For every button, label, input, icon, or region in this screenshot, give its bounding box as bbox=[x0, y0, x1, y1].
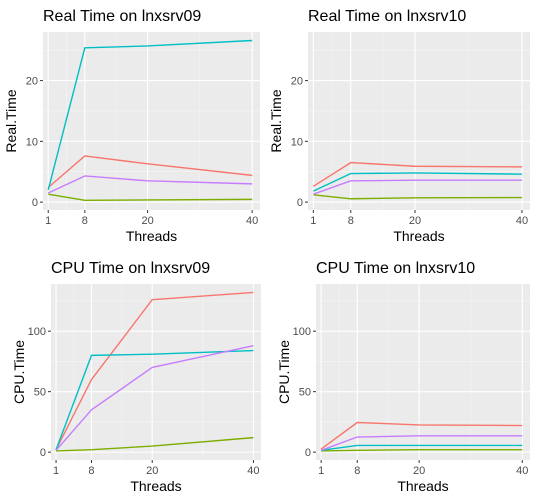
y-tick-label: 0 bbox=[297, 197, 303, 209]
series-line-4 bbox=[320, 435, 523, 451]
y-tick-label: 0 bbox=[305, 447, 311, 459]
series-line-4 bbox=[47, 175, 253, 194]
series-line-2 bbox=[313, 194, 522, 200]
x-tick-label: 20 bbox=[409, 215, 421, 227]
x-tick-label: 40 bbox=[516, 215, 528, 227]
y-axis-label: Real.Time bbox=[268, 89, 284, 152]
y-tick-label: 50 bbox=[299, 387, 311, 399]
x-tick-label: 8 bbox=[82, 215, 88, 227]
y-tick-label: 0 bbox=[40, 447, 46, 459]
panel-background bbox=[51, 284, 261, 460]
series-line-4 bbox=[55, 345, 254, 451]
x-axis-label: Threads bbox=[130, 478, 181, 494]
series-line-2 bbox=[48, 193, 253, 201]
y-tick-label: 0 bbox=[32, 197, 38, 209]
series-line-3 bbox=[313, 172, 522, 192]
x-tick-label: 40 bbox=[516, 465, 528, 477]
chart-title: CPU Time on lnxsrv10 bbox=[316, 260, 475, 277]
series-line-1 bbox=[55, 291, 254, 451]
y-axis-label: Real.Time bbox=[3, 89, 19, 152]
x-tick-label: 40 bbox=[247, 465, 259, 477]
chart-title: CPU Time on lnxsrv09 bbox=[51, 260, 210, 277]
chart-title: Real Time on lnxsrv09 bbox=[43, 8, 201, 25]
y-axis-label: CPU.Time bbox=[11, 340, 27, 404]
x-tick-label: 1 bbox=[310, 215, 316, 227]
x-tick-label: 1 bbox=[53, 465, 59, 477]
x-tick-label: 1 bbox=[318, 465, 324, 477]
series-line-3 bbox=[55, 349, 254, 450]
y-tick-label: 20 bbox=[26, 76, 38, 88]
y-axis-label: CPU.Time bbox=[276, 340, 292, 404]
y-tick-label: 10 bbox=[26, 136, 38, 148]
series-line-2 bbox=[56, 436, 254, 452]
y-tick-label: 50 bbox=[34, 387, 46, 399]
series-line-1 bbox=[312, 161, 522, 187]
x-tick-label: 20 bbox=[141, 215, 153, 227]
y-tick-label: 100 bbox=[293, 326, 311, 338]
chart-panel-4: 0 50 100 1 8 20 40 CPU Time on lnxsrv10 Threads C… bbox=[276, 260, 530, 494]
chart-title: Real Time on lnxsrv10 bbox=[308, 8, 466, 25]
chart-panel-3: 0 50 100 1 8 20 40 CPU Time on lnxsrv09 Threads C… bbox=[11, 260, 261, 494]
x-tick-label: 40 bbox=[246, 215, 258, 227]
x-tick-label: 8 bbox=[348, 215, 354, 227]
series-line-1 bbox=[47, 155, 253, 189]
series-line-3 bbox=[321, 444, 523, 452]
series-line-2 bbox=[321, 449, 523, 452]
panel-background bbox=[316, 284, 530, 460]
y-tick-label: 20 bbox=[291, 76, 303, 88]
y-tick-label: 10 bbox=[291, 136, 303, 148]
x-tick-label: 20 bbox=[413, 465, 425, 477]
x-axis-label: Threads bbox=[393, 228, 444, 244]
panel-background bbox=[308, 32, 530, 210]
x-axis-label: Threads bbox=[397, 478, 448, 494]
series-line-4 bbox=[313, 179, 522, 195]
x-tick-label: 1 bbox=[45, 215, 51, 227]
chart-panel-1: 0 10 20 1 8 20 40 Real Time on lnxsrv09 Threads R… bbox=[3, 8, 260, 244]
x-tick-label: 8 bbox=[354, 465, 360, 477]
x-tick-label: 20 bbox=[146, 465, 158, 477]
series-line-1 bbox=[320, 421, 523, 450]
x-tick-label: 8 bbox=[88, 465, 94, 477]
series-line-3 bbox=[47, 39, 253, 191]
chart-panel-2: 0 10 20 1 8 20 40 Real Time on lnxsrv10 Threads R… bbox=[268, 8, 530, 244]
x-axis-label: Threads bbox=[126, 228, 177, 244]
y-tick-label: 100 bbox=[28, 326, 46, 338]
